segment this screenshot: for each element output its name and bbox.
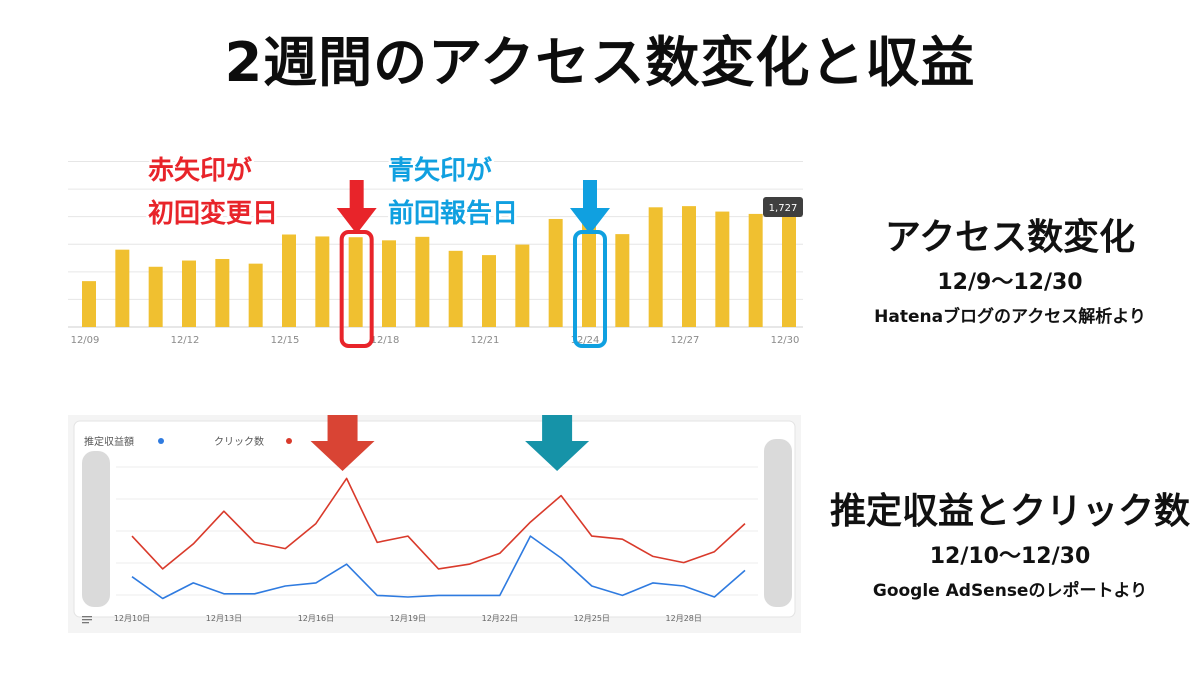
series-line-clicks	[131, 477, 746, 570]
scroll-left-handle	[82, 451, 110, 607]
menu-icon	[82, 616, 92, 618]
bar-12-23	[548, 218, 563, 327]
bar-12-16	[315, 236, 330, 327]
line-x-tick-label: 12月19日	[390, 614, 426, 623]
legend-clicks-label: クリック数	[214, 435, 264, 448]
bar-12-12	[182, 260, 196, 327]
bar-12-30	[782, 204, 796, 327]
revenue-line-chart: 推定収益額 クリック数 12月10日 12月13日 12月16日 12月19日 12月22日…	[68, 405, 801, 633]
red-annotation-line2: 初回変更日	[148, 198, 278, 229]
bar-12-11	[148, 266, 163, 327]
legend-clicks-dot	[286, 438, 292, 444]
line-x-tick-label: 12月10日	[114, 614, 150, 623]
bar-x-tick-label: 12/27	[671, 335, 700, 346]
line-x-tick-label: 12月16日	[298, 614, 334, 623]
scroll-right-handle	[764, 439, 792, 607]
access-caption-source: Hatenaブログのアクセス解析より	[874, 307, 1146, 327]
bar-tooltip-label: 1,727	[769, 203, 798, 214]
bar-x-tick-label: 12/21	[471, 335, 500, 346]
revenue-line-chart-svg: 推定収益額 クリック数 12月10日 12月13日 12月16日 12月19日 12月22日…	[68, 405, 801, 633]
access-caption: アクセス数変化 12/9〜12/30 Hatenaブログのアクセス解析より	[820, 208, 1200, 327]
red-annotation-line1: 赤矢印が	[148, 155, 252, 186]
bar-x-tick-label: 12/12	[171, 335, 200, 346]
bar-x-tick-label: 12/24	[571, 335, 600, 346]
access-caption-range: 12/9〜12/30	[937, 270, 1083, 295]
bar-12-24	[582, 215, 596, 327]
bar-x-tick-label: 12/18	[371, 335, 400, 346]
bar-x-tick-label: 12/09	[71, 335, 100, 346]
bar-12-26	[648, 207, 663, 327]
bar-x-tick-label: 12/15	[271, 335, 300, 346]
arrow-down-icon	[336, 180, 377, 234]
arrow-down-icon	[570, 180, 610, 234]
bar-12-19	[415, 236, 430, 327]
arrow-down-icon	[310, 405, 375, 471]
line-x-tick-label: 12月13日	[206, 614, 242, 623]
legend-revenue-dot	[158, 438, 164, 444]
bar-12-25	[615, 234, 630, 327]
bar-12-14	[248, 263, 263, 327]
revenue-caption-range: 12/10〜12/30	[929, 544, 1091, 569]
revenue-caption-source: Google AdSenseのレポートより	[872, 581, 1148, 601]
menu-icon	[82, 622, 89, 624]
revenue-caption-heading: 推定収益とクリック数	[829, 491, 1190, 532]
bar-12-15	[282, 234, 296, 327]
blue-annotation-line2: 前回報告日	[388, 198, 518, 229]
line-card	[73, 420, 796, 618]
blue-annotation-line1: 青矢印が	[388, 155, 492, 186]
bar-12-28	[715, 211, 730, 327]
page-title: 2週間のアクセス数変化と収益	[224, 31, 976, 94]
bar-12-20	[448, 250, 463, 327]
bar-12-10	[115, 249, 130, 327]
bar-12-13	[215, 258, 230, 327]
line-x-tick-label: 12月28日	[666, 614, 702, 623]
bar-tooltip	[763, 197, 803, 217]
legend-revenue-label: 推定収益額	[84, 435, 134, 448]
access-caption-heading: アクセス数変化	[884, 217, 1136, 258]
bar-12-17	[348, 237, 363, 327]
line-x-tick-label: 12月25日	[574, 614, 610, 623]
bar-x-tick-label: 12/30	[771, 335, 800, 346]
bar-12-29	[748, 213, 763, 327]
bar-12-18	[382, 240, 396, 327]
bar-12-21	[482, 255, 496, 327]
revenue-caption: 推定収益とクリック数 12/10〜12/30 Google AdSenseのレポ…	[820, 482, 1200, 601]
menu-icon	[82, 619, 92, 621]
access-bar-chart-svg: 12/09 12/12 12/15 12/18 12/21 12/24 12/27 12/30…	[68, 153, 803, 348]
series-line-revenue	[131, 535, 746, 600]
arrow-down-icon	[525, 405, 590, 471]
bar-12-27	[682, 206, 696, 327]
access-bar-chart: 12/09 12/12 12/15 12/18 12/21 12/24 12/27 12/30…	[68, 150, 803, 350]
bar-12-09	[82, 281, 96, 327]
bar-12-22	[515, 244, 530, 327]
line-x-tick-label: 12月22日	[482, 614, 518, 623]
